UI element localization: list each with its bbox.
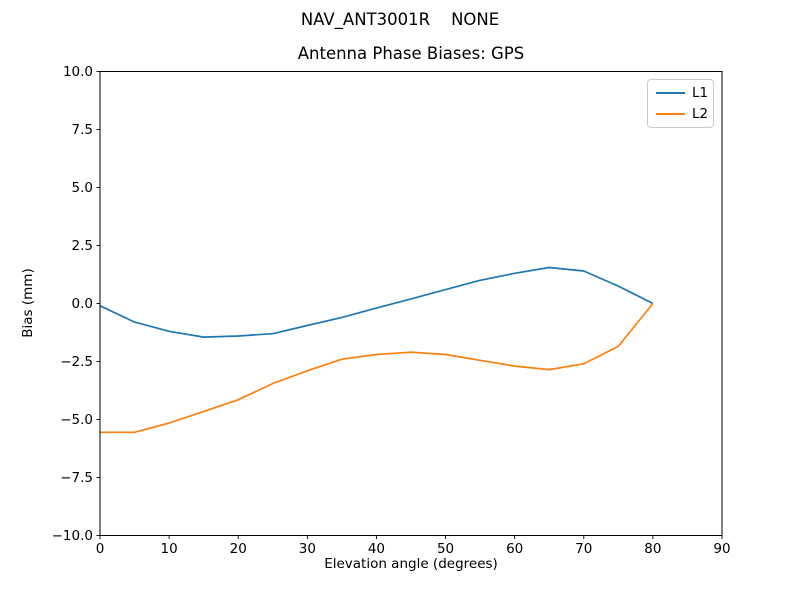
chart-title: Antenna Phase Biases: GPS [297, 44, 525, 63]
x-tick-label: 20 [230, 541, 247, 557]
y-tick-label: −10.0 [52, 528, 93, 544]
y-tick-label: −2.5 [60, 354, 93, 370]
x-axis-label: Elevation angle (degrees) [324, 556, 498, 572]
x-tick-label: 60 [506, 541, 523, 557]
y-tick-label: −7.5 [60, 470, 93, 486]
legend-line-sample-l1 [656, 91, 685, 95]
legend-entry-l1: L1 [656, 85, 709, 101]
legend: L1 L2 [647, 79, 714, 128]
legend-line-sample-l2 [656, 112, 685, 116]
x-tick-label: 70 [575, 541, 592, 557]
x-tick-label: 30 [299, 541, 316, 557]
plot-line-l2 [100, 302, 654, 434]
x-tick-label: 80 [644, 541, 661, 557]
x-tick-label: 90 [713, 541, 730, 557]
legend-label-l1: L1 [692, 85, 709, 101]
x-tick-label: 50 [437, 541, 454, 557]
y-tick-label: 7.5 [72, 122, 93, 138]
legend-label-l2: L2 [692, 106, 709, 122]
plot-line-l1 [99, 266, 654, 338]
x-tick-label: 0 [96, 541, 105, 557]
x-tick-label: 40 [368, 541, 385, 557]
y-tick-label: 5.0 [72, 180, 93, 196]
x-tick-label: 10 [161, 541, 178, 557]
figure-suptitle: NAV_ANT3001R NONE [300, 10, 500, 29]
y-tick-label: −5.0 [60, 412, 93, 428]
y-axis-label: Bias (mm) [20, 268, 36, 338]
plot-frame [99, 71, 723, 536]
legend-entry-l2: L2 [656, 106, 709, 122]
y-tick-label: 0.0 [72, 296, 93, 312]
y-tick-label: 10.0 [63, 64, 93, 80]
y-tick-label: 2.5 [72, 238, 93, 254]
